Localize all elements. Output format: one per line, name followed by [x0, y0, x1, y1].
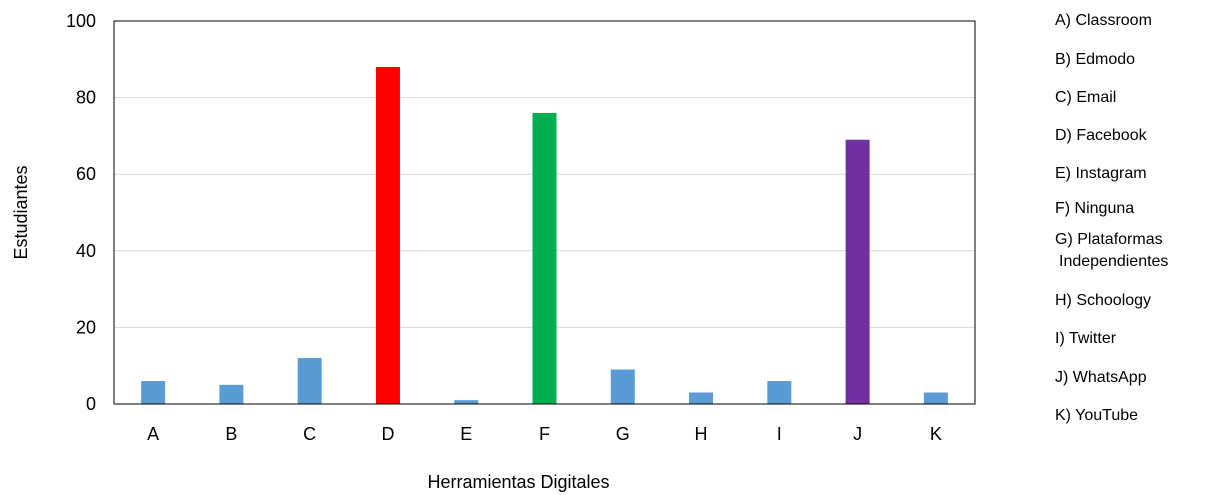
y-tick-label: 40 [76, 241, 96, 261]
bar-a [141, 381, 166, 404]
bar-d [375, 66, 400, 405]
x-axis-ticks: A B C D E F G H I J K [147, 424, 942, 444]
legend-entry: A) Classroom [1055, 12, 1152, 29]
bar-e [454, 400, 479, 404]
x-tick-label: I [777, 424, 782, 444]
y-tick-label: 100 [66, 11, 96, 31]
y-tick-label: 0 [86, 394, 96, 414]
x-tick-label: F [539, 424, 550, 444]
bar-j [845, 139, 870, 405]
y-tick-label: 60 [76, 164, 96, 184]
bar-i [767, 381, 792, 404]
bars [141, 66, 948, 405]
bar-h [689, 392, 714, 404]
legend-entry: F) Ninguna [1055, 200, 1134, 217]
x-tick-label: C [303, 424, 316, 444]
legend-entry: B) Edmodo [1055, 51, 1135, 68]
legend-entry: C) Email [1055, 89, 1116, 106]
legend: A) Classroom B) Edmodo C) Email D) Facebook… [1055, 12, 1168, 424]
y-axis-title: Estudiantes [11, 165, 31, 259]
legend-entry: G) Plataformas Independientes [1055, 231, 1168, 270]
x-axis-title: Herramientas Digitales [427, 472, 609, 492]
bar-c [297, 358, 322, 404]
legend-entry: I) Twitter [1055, 330, 1117, 347]
bar-b [219, 384, 244, 404]
x-tick-label: D [381, 424, 394, 444]
x-tick-label: K [930, 424, 942, 444]
x-tick-label: B [225, 424, 237, 444]
x-tick-label: J [853, 424, 862, 444]
bar-k [923, 392, 948, 404]
y-tick-label: 80 [76, 88, 96, 108]
plot-area-frame [113, 20, 976, 405]
legend-entry: K) YouTube [1055, 407, 1138, 424]
x-tick-label: G [616, 424, 630, 444]
legend-entry: H) Schoology [1055, 292, 1151, 309]
bar-g [610, 369, 635, 404]
x-tick-label: E [460, 424, 472, 444]
legend-entry: E) Instagram [1055, 165, 1147, 182]
x-tick-label: H [695, 424, 708, 444]
y-tick-label: 20 [76, 317, 96, 337]
bar-f [532, 112, 557, 405]
x-tick-label: A [147, 424, 159, 444]
legend-entry: J) WhatsApp [1055, 369, 1147, 386]
legend-entry: D) Facebook [1055, 127, 1148, 144]
y-axis-ticks: 0 20 40 60 80 100 [66, 11, 96, 414]
